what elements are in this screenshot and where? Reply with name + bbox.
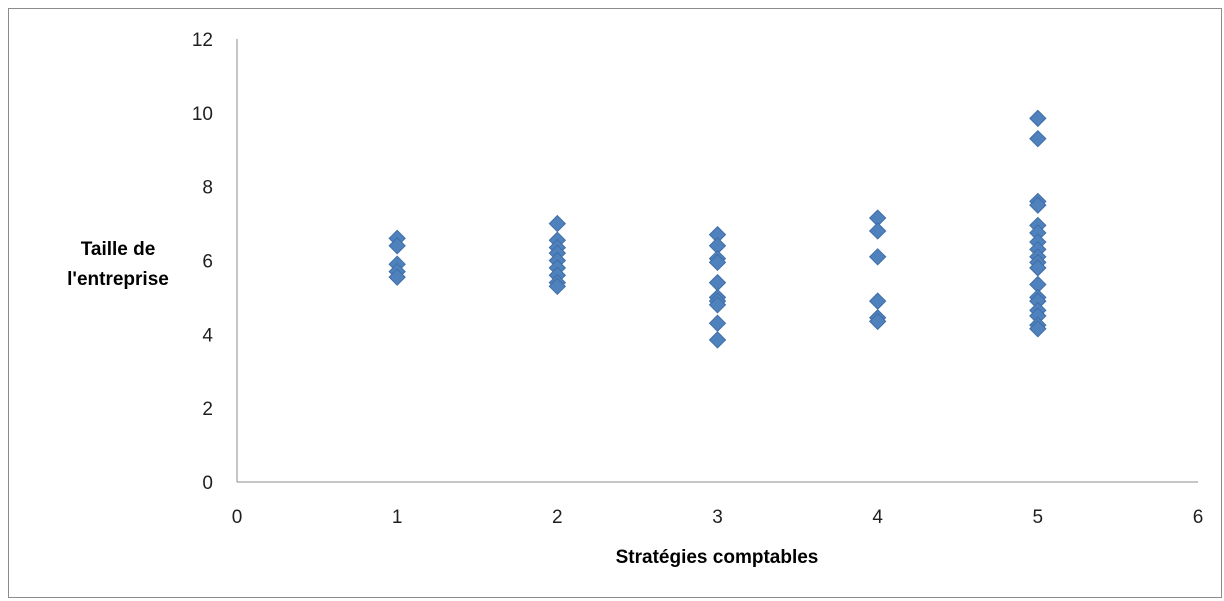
data-point — [708, 296, 727, 314]
data-point — [1029, 320, 1047, 338]
x-tick-label: 3 — [712, 507, 723, 528]
y-tick-label: 6 — [202, 252, 213, 273]
data-point — [388, 268, 406, 286]
y-axis-title-line-2: l'entreprise — [67, 269, 169, 290]
y-axis-title-line-1: Taille de — [81, 239, 156, 260]
y-tick-label: 0 — [202, 473, 213, 494]
y-tick-label: 8 — [202, 178, 213, 199]
data-point — [1029, 109, 1047, 128]
y-tick-label: 10 — [192, 104, 213, 125]
y-tick-label: 2 — [202, 399, 213, 420]
data-point — [548, 277, 567, 296]
data-point — [708, 331, 727, 349]
x-tick-label: 1 — [392, 507, 403, 528]
data-point — [708, 273, 727, 292]
data-point — [868, 312, 887, 331]
y-tick-label: 12 — [192, 30, 213, 51]
chart-frame — [8, 8, 1222, 598]
x-tick-label: 4 — [872, 507, 883, 528]
x-tick-label: 5 — [1033, 507, 1044, 528]
y-tick-label: 4 — [202, 325, 213, 346]
x-tick-labels: 0 1 2 3 4 5 6 — [232, 507, 1204, 528]
data-point — [388, 237, 406, 255]
data-point — [708, 314, 727, 332]
data-point — [1029, 196, 1047, 214]
data-point — [868, 248, 887, 266]
x-tick-label: 6 — [1193, 507, 1204, 528]
data-point — [708, 253, 727, 272]
data-point — [1029, 129, 1047, 148]
x-axis-title: Stratégies comptables — [616, 547, 819, 568]
x-tick-label: 2 — [552, 507, 563, 528]
y-tick-labels: 0 2 4 6 8 10 12 — [192, 30, 214, 494]
data-points — [388, 109, 1047, 349]
axes — [236, 39, 1198, 483]
data-point — [868, 292, 887, 310]
data-point — [868, 222, 887, 240]
data-point — [548, 214, 567, 233]
x-tick-label: 0 — [232, 507, 243, 528]
